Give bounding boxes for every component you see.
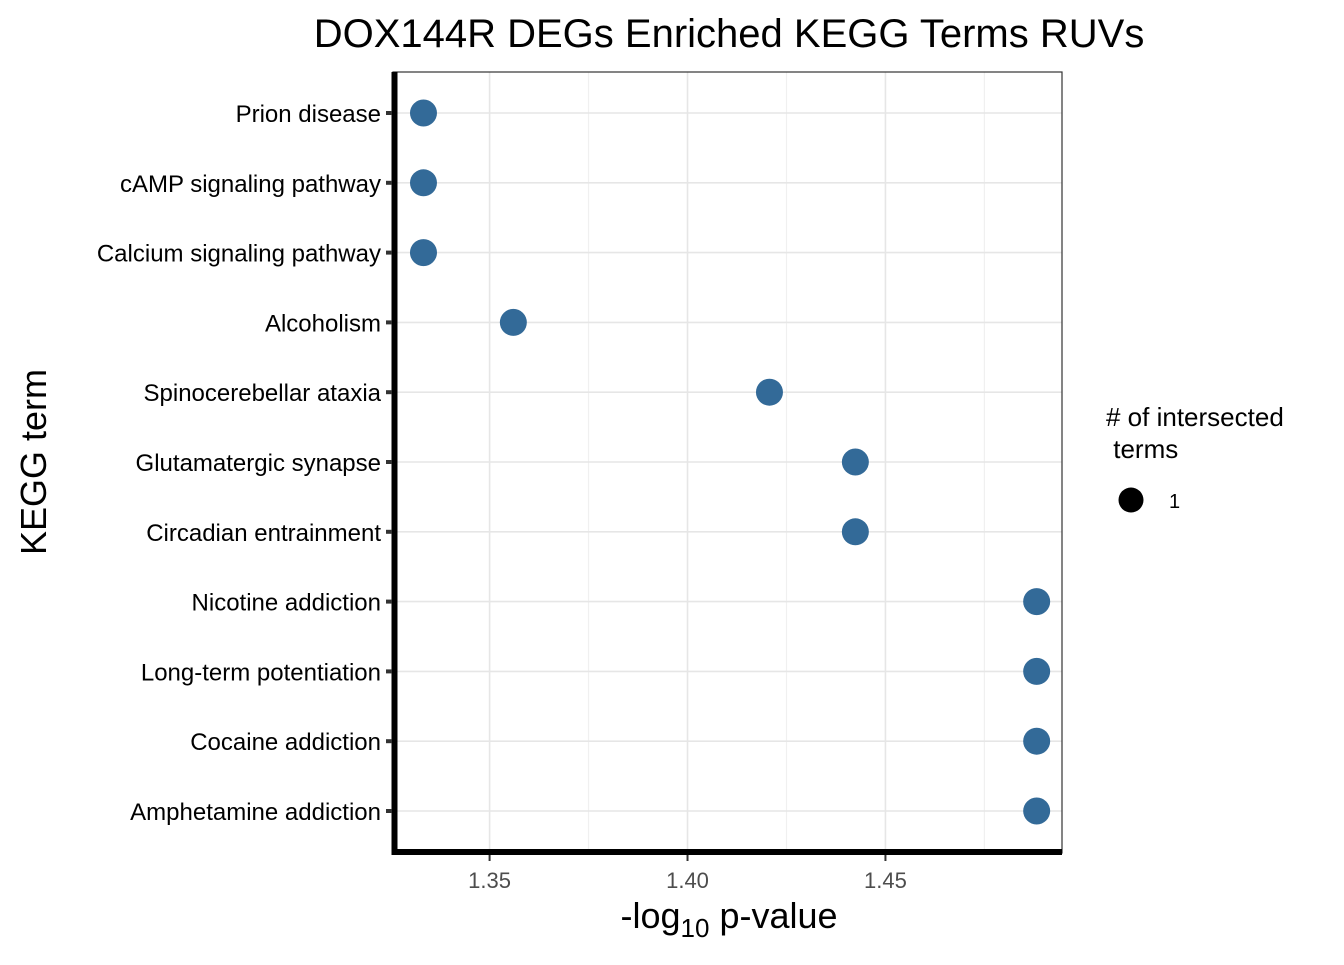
y-tick-label-9: Cocaine addiction [190, 729, 381, 756]
plot-panel [391, 71, 1063, 855]
y-tick-label-1: cAMP signaling pathway [120, 171, 381, 198]
y-tick-label-5: Glutamatergic synapse [136, 450, 381, 477]
data-point-10 [1023, 797, 1051, 825]
x-axis-label-suffix: p-value [709, 895, 837, 936]
data-point-0 [409, 99, 437, 127]
legend-title-line2: terms [1106, 434, 1178, 464]
legend: # of intersected terms 1 [1106, 402, 1284, 513]
x-axis-label-subscript: 10 [681, 913, 710, 943]
x-axis-label: -log10 p-value [620, 895, 837, 943]
x-axis-label-prefix: -log [620, 895, 680, 936]
y-axis-label: KEGG term [13, 369, 54, 555]
legend-title-line1: # of intersected [1106, 402, 1284, 432]
data-point-3 [499, 308, 527, 336]
y-tick-label-10: Amphetamine addiction [130, 799, 381, 826]
y-tick-label-4: Spinocerebellar ataxia [144, 380, 382, 407]
y-tick-label-6: Circadian entrainment [146, 520, 381, 547]
data-point-1 [409, 169, 437, 197]
data-point-5 [841, 448, 869, 476]
data-point-8 [1023, 657, 1051, 685]
x-axis: 1.35 1.40 1.45 [468, 855, 907, 893]
data-point-6 [841, 518, 869, 546]
y-tick-label-0: Prion disease [236, 101, 381, 128]
data-point-7 [1023, 588, 1051, 616]
data-point-2 [409, 239, 437, 267]
y-tick-label-3: Alcoholism [265, 310, 381, 337]
legend-key-label: 1 [1169, 491, 1180, 513]
data-point-4 [755, 378, 783, 406]
x-tick-label-2: 1.45 [864, 868, 907, 893]
y-axis: Prion disease cAMP signaling pathway Calci… [97, 101, 392, 826]
data-point-9 [1023, 727, 1051, 755]
x-tick-label-0: 1.35 [468, 868, 511, 893]
legend-key-point [1118, 487, 1144, 513]
grid-layer [393, 72, 1062, 853]
y-tick-label-8: Long-term potentiation [141, 659, 381, 686]
y-tick-label-2: Calcium signaling pathway [97, 241, 381, 268]
x-tick-label-1: 1.40 [666, 868, 709, 893]
y-tick-label-7: Nicotine addiction [192, 590, 381, 617]
points-layer [409, 99, 1051, 825]
chart-title: DOX144R DEGs Enriched KEGG Terms RUVs [314, 12, 1145, 56]
